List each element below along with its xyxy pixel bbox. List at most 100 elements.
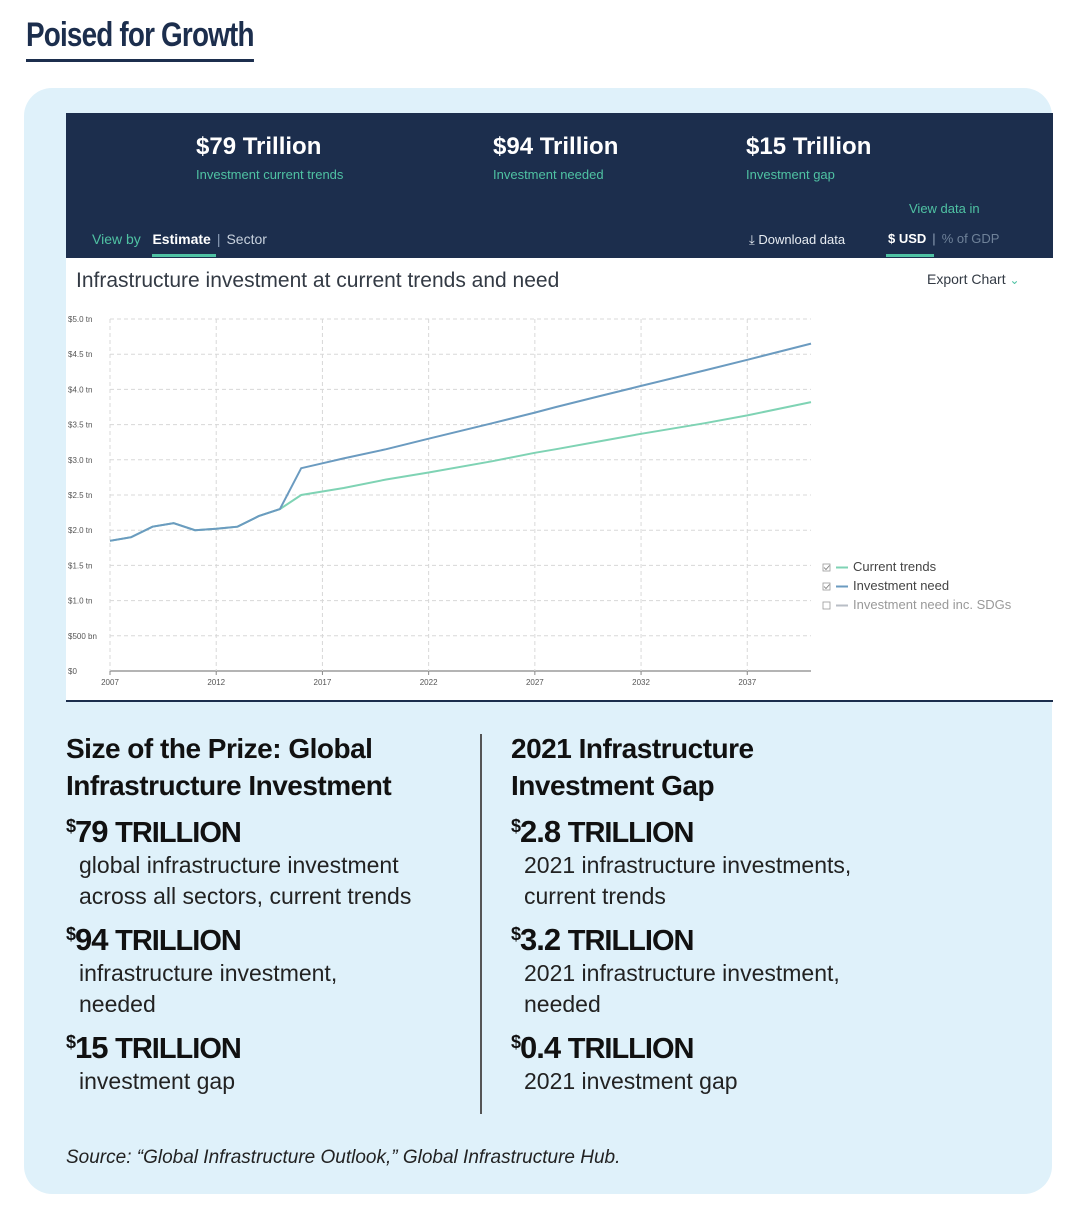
stat-value: $79 TRILLION xyxy=(66,814,411,850)
section-title: 2021 Infrastructure Investment Gap xyxy=(511,730,851,804)
view-data-label: View data in xyxy=(909,201,980,216)
legend-item: Investment need inc. SDGs xyxy=(822,597,1012,612)
stat-number: 94 xyxy=(75,922,108,957)
stat-value: $2.8 TRILLION xyxy=(511,814,851,850)
stat-desc-line: current trends xyxy=(524,883,666,909)
stat-desc-line: needed xyxy=(524,991,601,1017)
stat-desc-line: investment gap xyxy=(79,1068,235,1094)
currency-sign: $ xyxy=(511,924,521,944)
stat-description: investment gap xyxy=(79,1066,411,1097)
kpi-investment-needed: $94 Trillion Investment needed xyxy=(493,133,618,182)
unit-gdp-button[interactable]: % of GDP xyxy=(941,231,1000,246)
kpi-label: Investment gap xyxy=(746,167,835,182)
kpi-value: $79 Trillion xyxy=(196,133,322,160)
stat-description: global infrastructure investment across a… xyxy=(79,850,411,912)
check-mark-icon xyxy=(823,565,830,571)
investment-gap-section: 2021 Infrastructure Investment Gap $2.8 … xyxy=(511,730,851,1097)
stat-item: $2.8 TRILLION 2021 infrastructure invest… xyxy=(511,814,851,912)
view-by-label: View by xyxy=(92,231,141,247)
kpi-value: $94 Trillion xyxy=(493,133,619,160)
stat-item: $15 TRILLION investment gap xyxy=(66,1030,411,1097)
y-tick-label: $3.5 tn xyxy=(68,421,92,430)
section-divider xyxy=(480,734,482,1114)
section-title: Size of the Prize: Global Infrastructure… xyxy=(66,730,411,804)
check-mark-icon xyxy=(823,584,830,590)
chart-title: Infrastructure investment at current tre… xyxy=(76,269,560,292)
size-of-prize-section: Size of the Prize: Global Infrastructure… xyxy=(66,730,411,1097)
legend-label: Current trends xyxy=(853,559,937,574)
currency-sign: $ xyxy=(511,816,521,836)
kpi-value: $15 Trillion xyxy=(746,133,872,160)
section-title-line: Size of the Prize: Global xyxy=(66,733,373,764)
x-tick-label: 2007 xyxy=(101,678,119,687)
currency-sign: $ xyxy=(66,1032,76,1052)
unchecked-box-icon xyxy=(822,601,831,610)
dashboard: $79 Trillion Investment current trends $… xyxy=(66,113,1053,701)
x-tick-label: 2027 xyxy=(526,678,544,687)
stat-value: $3.2 TRILLION xyxy=(511,922,851,958)
x-tick-label: 2032 xyxy=(632,678,650,687)
line-chart: $0 $500 bn $1.0 tn $1.5 tn $2.0 tn $2.5 tn $3.… xyxy=(68,315,1012,687)
series-line-investment-need xyxy=(109,342,812,542)
stat-unit: TRILLION xyxy=(567,1033,695,1065)
active-tab-underline xyxy=(152,254,216,257)
stat-unit: TRILLION xyxy=(115,817,242,849)
y-tick-label: $0 xyxy=(68,667,77,676)
currency-sign: $ xyxy=(66,924,76,944)
currency-sign: $ xyxy=(66,816,76,836)
stat-unit: TRILLION xyxy=(115,925,242,957)
stat-value: $15 TRILLION xyxy=(66,1030,411,1066)
stat-item: $0.4 TRILLION 2021 investment gap xyxy=(511,1030,851,1097)
series-line-current-trends xyxy=(109,401,812,542)
x-tick-label: 2037 xyxy=(738,678,756,687)
stat-unit: TRILLION xyxy=(567,817,695,849)
unit-usd-button[interactable]: $ USD xyxy=(888,231,927,246)
stat-item: $3.2 TRILLION 2021 infrastructure invest… xyxy=(511,922,851,1020)
stat-description: infrastructure investment, needed xyxy=(79,958,411,1020)
stat-number: 15 xyxy=(75,1030,108,1065)
stat-desc-line: global infrastructure investment xyxy=(79,852,399,878)
stat-number: 3.2 xyxy=(520,922,561,957)
stat-desc-line: across all sectors, current trends xyxy=(79,883,412,909)
download-data-button[interactable]: ⤓ Download data xyxy=(749,232,846,247)
stat-unit: TRILLION xyxy=(567,925,695,957)
view-by-toggle: View by Estimate | Sector xyxy=(92,231,267,247)
stat-item: $79 TRILLION global infrastructure inves… xyxy=(66,814,411,912)
x-tick-label: 2017 xyxy=(314,678,332,687)
y-tick-label: $4.5 tn xyxy=(68,350,92,359)
y-tick-label: $2.0 tn xyxy=(68,526,92,535)
export-chart-button[interactable]: Export Chart ⌄ xyxy=(927,271,1020,287)
stat-number: 0.4 xyxy=(520,1030,561,1065)
y-tick-label: $1.0 tn xyxy=(68,597,92,606)
legend-label: Investment need xyxy=(853,578,949,593)
stat-item: $94 TRILLION infrastructure investment, n… xyxy=(66,922,411,1020)
section-title-line: Investment Gap xyxy=(511,770,715,801)
stat-value: $94 TRILLION xyxy=(66,922,411,958)
kpi-label: Investment current trends xyxy=(196,167,344,182)
legend-item: Investment need xyxy=(822,578,949,593)
stat-value: $0.4 TRILLION xyxy=(511,1030,851,1066)
stat-unit: TRILLION xyxy=(115,1033,242,1065)
stat-description: 2021 infrastructure investment, needed xyxy=(524,958,851,1020)
stat-desc-line: 2021 infrastructure investment, xyxy=(524,960,840,986)
chevron-down-icon: ⌄ xyxy=(1009,273,1020,287)
stat-desc-line: infrastructure investment, xyxy=(79,960,338,986)
y-tick-label: $1.5 tn xyxy=(68,561,92,570)
y-tick-label: $4.0 tn xyxy=(68,385,92,394)
stat-desc-line: needed xyxy=(79,991,156,1017)
page-title: Poised for Growth xyxy=(26,16,255,62)
stat-description: 2021 infrastructure investments, current … xyxy=(524,850,851,912)
dashboard-bottom-border xyxy=(66,700,1053,702)
currency-sign: $ xyxy=(511,1032,521,1052)
unit-toggle: $ USD |% of GDP xyxy=(888,231,1000,246)
source-note: Source: “Global Infrastructure Outlook,”… xyxy=(66,1147,621,1168)
y-tick-label: $2.5 tn xyxy=(68,491,92,500)
view-by-sector-button[interactable]: Sector xyxy=(226,231,267,247)
dashboard-header: $79 Trillion Investment current trends $… xyxy=(66,113,1053,258)
section-title-line: 2021 Infrastructure xyxy=(511,733,754,764)
y-tick-label: $5.0 tn xyxy=(68,315,92,324)
view-by-estimate-button[interactable]: Estimate xyxy=(152,231,211,247)
kpi-current-trends: $79 Trillion Investment current trends xyxy=(196,133,343,182)
kpi-investment-gap: $15 Trillion Investment gap xyxy=(746,133,871,182)
active-unit-underline xyxy=(886,254,934,257)
